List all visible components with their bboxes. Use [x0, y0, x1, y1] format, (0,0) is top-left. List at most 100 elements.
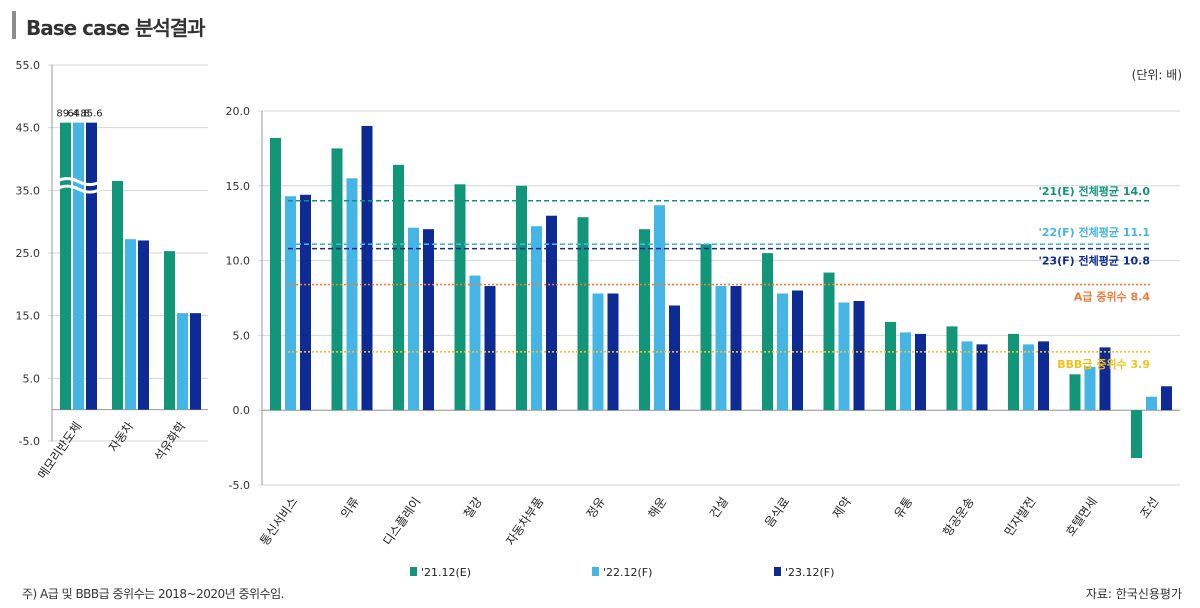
right-bar-6-0 [639, 229, 650, 411]
right-bar-7-1 [715, 286, 727, 411]
right-bar-2-1 [408, 227, 419, 411]
right-bar-5-0 [577, 217, 589, 411]
right-bar-6-1 [654, 205, 665, 411]
right-bar-4-0 [516, 185, 527, 411]
axis-break-mark [55, 177, 102, 187]
title-accent-bar [12, 11, 16, 39]
right-bar-14-0 [1131, 410, 1142, 459]
right-bar-7-0 [700, 244, 712, 411]
left-bar-2-1 [177, 313, 188, 410]
reference-line-label: BBB급 중위수 3.9 [1057, 358, 1150, 371]
legend-swatch [592, 567, 599, 576]
right-bar-14-1 [1146, 396, 1157, 411]
right-category-label: 건설 [707, 495, 731, 521]
left-y-tick-label: 25.0 [16, 247, 41, 260]
right-y-tick-label: 20.0 [226, 105, 251, 118]
right-bar-0-2 [300, 194, 311, 411]
legend-swatch [774, 567, 781, 576]
right-bar-13-1 [1084, 366, 1096, 411]
right-bar-12-2 [1038, 341, 1049, 411]
right-bar-1-1 [346, 178, 358, 411]
legend-label: '21.12(E) [421, 566, 471, 579]
right-bar-1-0 [331, 148, 343, 411]
left-bar-0-2 [86, 122, 97, 410]
legend-label: '23.12(F) [785, 566, 834, 579]
right-bar-11-1 [961, 341, 973, 411]
right-bar-2-0 [393, 164, 404, 411]
right-category-label: 제약 [829, 494, 854, 521]
right-bar-11-2 [976, 344, 988, 411]
right-y-tick-label: 15.0 [226, 180, 251, 193]
right-bar-3-0 [454, 184, 466, 411]
right-bar-9-1 [838, 302, 850, 411]
left-bar-1-1 [125, 239, 136, 410]
right-bar-4-1 [531, 226, 542, 411]
left-y-tick-label: 35.0 [16, 184, 41, 197]
left-bar-1-2 [138, 240, 149, 410]
left-y-tick-label: 55.0 [16, 59, 41, 72]
right-bar-8-1 [777, 293, 788, 411]
left-category-label: 자동차 [106, 419, 136, 454]
right-category-label: 호텔면세 [1063, 495, 1100, 539]
right-y-tick-label: 0.0 [233, 404, 251, 417]
right-bar-13-0 [1069, 374, 1081, 411]
right-bar-12-0 [1008, 333, 1019, 411]
right-bar-10-0 [885, 321, 896, 411]
right-bar-13-2 [1099, 347, 1111, 411]
legend-label: '22.12(F) [603, 566, 652, 579]
left-value-annotation: 85.6 [80, 109, 102, 120]
right-y-tick-label: 5.0 [233, 329, 251, 342]
right-y-tick-label: 10.0 [226, 255, 251, 268]
right-bar-0-0 [270, 137, 281, 411]
reference-line-label: '23(F) 전체평균 10.8 [1038, 254, 1150, 268]
reference-line-label: '22(F) 전체평균 11.1 [1038, 225, 1150, 239]
left-bar-2-2 [190, 313, 201, 410]
left-bar-2-0 [164, 251, 175, 410]
right-bar-10-1 [900, 332, 911, 411]
right-bar-8-0 [762, 253, 773, 411]
left-value-annotation: 64.8 [67, 109, 89, 120]
right-bar-14-2 [1161, 386, 1172, 411]
right-bar-12-1 [1023, 344, 1034, 411]
right-bar-11-0 [946, 326, 958, 411]
right-bar-10-2 [915, 333, 926, 411]
footnote: 주) A급 및 BBB급 중위수는 2018~2020년 중위수임. [22, 587, 284, 601]
reference-line-label: '21(E) 전체평균 14.0 [1038, 184, 1150, 198]
right-category-label: 유통 [891, 495, 915, 521]
right-category-label: 해운 [645, 495, 669, 521]
right-bar-3-2 [484, 286, 496, 411]
right-category-label: 자동차부품 [503, 495, 546, 548]
right-bar-7-2 [730, 286, 742, 411]
right-category-label: 정유 [584, 495, 608, 521]
right-bar-1-2 [361, 125, 373, 411]
right-bar-9-2 [853, 300, 865, 411]
right-category-label: 민자발전 [1002, 495, 1039, 539]
source-label: 자료: 한국신용평가 [1085, 587, 1182, 601]
right-category-label: 조선 [1137, 495, 1161, 521]
right-category-label: 디스플레이 [380, 495, 423, 548]
axis-break-mark [55, 184, 102, 194]
unit-label: (단위: 배) [1131, 68, 1182, 82]
right-category-label: 철강 [461, 495, 485, 521]
right-category-label: 의류 [338, 495, 362, 521]
right-bar-8-2 [792, 290, 803, 411]
left-bar-1-0 [112, 180, 123, 410]
left-value-annotation: 89.4 [56, 109, 78, 120]
right-bar-0-1 [285, 196, 296, 411]
right-bar-3-1 [469, 275, 481, 411]
right-bar-6-2 [669, 305, 680, 411]
right-category-label: 음식료 [762, 495, 792, 530]
left-bar-0-0 [60, 122, 71, 410]
right-category-label: 통신서비스 [257, 495, 300, 548]
left-y-tick-label: 5.0 [23, 372, 41, 385]
left-bar-0-1 [73, 122, 84, 410]
right-category-label: 항공운송 [940, 495, 977, 539]
left-category-label: 메모리반도체 [35, 419, 84, 481]
right-bar-9-0 [823, 272, 835, 411]
left-y-tick-label: -5.0 [19, 435, 40, 448]
legend-swatch [410, 567, 417, 576]
left-y-tick-label: 45.0 [16, 122, 41, 135]
right-bar-2-2 [423, 229, 434, 411]
right-y-tick-label: -5.0 [229, 479, 250, 492]
